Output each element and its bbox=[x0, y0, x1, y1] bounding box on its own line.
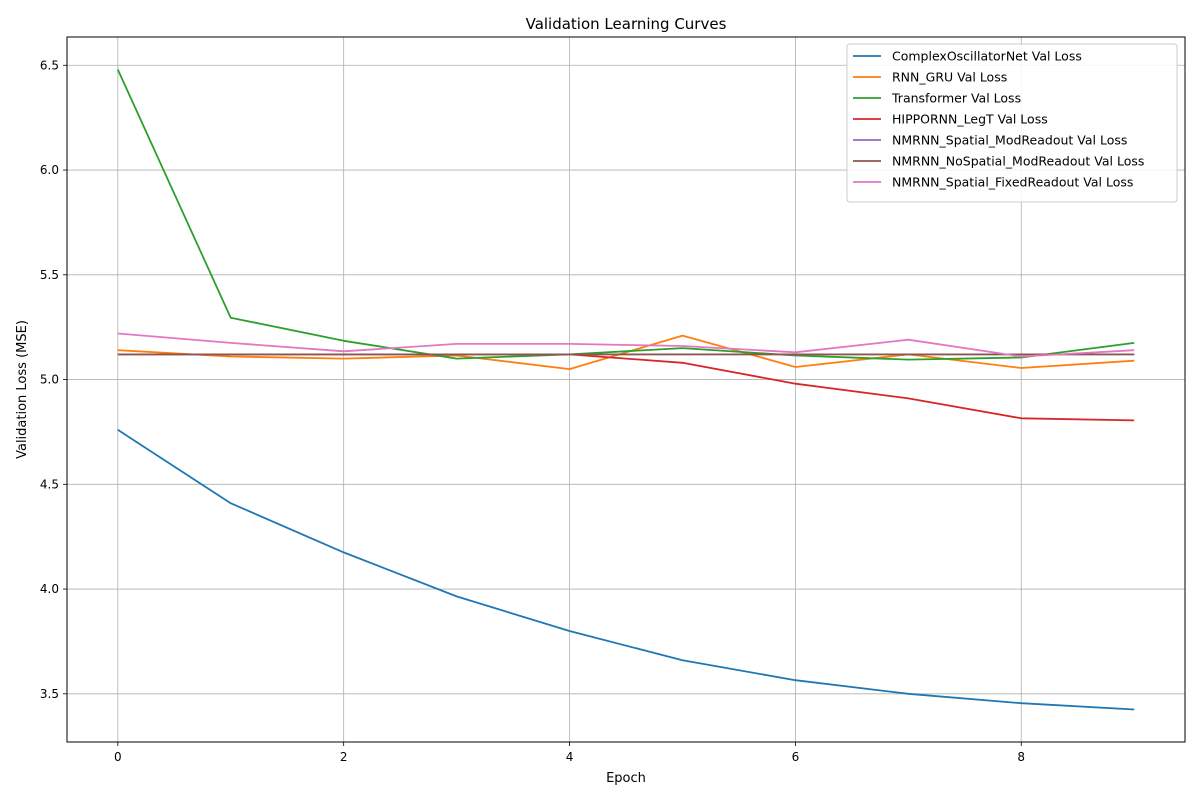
y-tick-label: 4.0 bbox=[40, 582, 59, 596]
legend-label: ComplexOscillatorNet Val Loss bbox=[892, 49, 1082, 64]
legend-box bbox=[846, 43, 1178, 203]
chart-title: Validation Learning Curves bbox=[526, 15, 727, 33]
y-tick-label: 3.5 bbox=[40, 687, 59, 701]
y-tick-label: 5.0 bbox=[40, 373, 59, 387]
y-axis-label: Validation Loss (MSE) bbox=[15, 320, 30, 459]
x-tick-label: 4 bbox=[566, 750, 574, 764]
series-line-nmrnn-spatial-fixedreadout-val-loss bbox=[117, 332, 1135, 358]
legend-label: HIPPORNN_LegT Val Loss bbox=[892, 112, 1048, 127]
legend: ComplexOscillatorNet Val Loss RNN_GRU Val… bbox=[846, 43, 1178, 203]
series-line-rnn-gru-val-loss bbox=[117, 334, 1135, 371]
series-lines bbox=[116, 69, 1135, 711]
y-tick-label: 5.5 bbox=[40, 268, 59, 282]
legend-label: NMRNN_Spatial_ModReadout Val Loss bbox=[892, 133, 1127, 148]
y-tick-label: 6.0 bbox=[40, 163, 59, 177]
x-tick-label: 8 bbox=[1017, 750, 1025, 764]
series-line-complexoscillatornet-val-loss bbox=[117, 429, 1135, 711]
y-axis-ticks: 3.5 4.0 4.5 5.0 5.5 6.0 6.5 bbox=[40, 58, 67, 701]
x-axis-label: Epoch bbox=[606, 771, 646, 786]
legend-label: RNN_GRU Val Loss bbox=[892, 70, 1007, 85]
plot-area-frame bbox=[66, 36, 1186, 743]
series-line-transformer-val-loss bbox=[116, 69, 1135, 361]
x-tick-label: 6 bbox=[792, 750, 800, 764]
legend-label: Transformer Val Loss bbox=[891, 91, 1021, 106]
y-tick-label: 4.5 bbox=[40, 477, 59, 491]
x-axis-ticks: 0 2 4 6 8 bbox=[114, 742, 1025, 764]
y-tick-label: 6.5 bbox=[40, 58, 59, 72]
x-tick-label: 0 bbox=[114, 750, 122, 764]
x-tick-label: 2 bbox=[340, 750, 348, 764]
legend-label: NMRNN_NoSpatial_ModReadout Val Loss bbox=[892, 154, 1144, 169]
legend-label: NMRNN_Spatial_FixedReadout Val Loss bbox=[892, 175, 1133, 190]
